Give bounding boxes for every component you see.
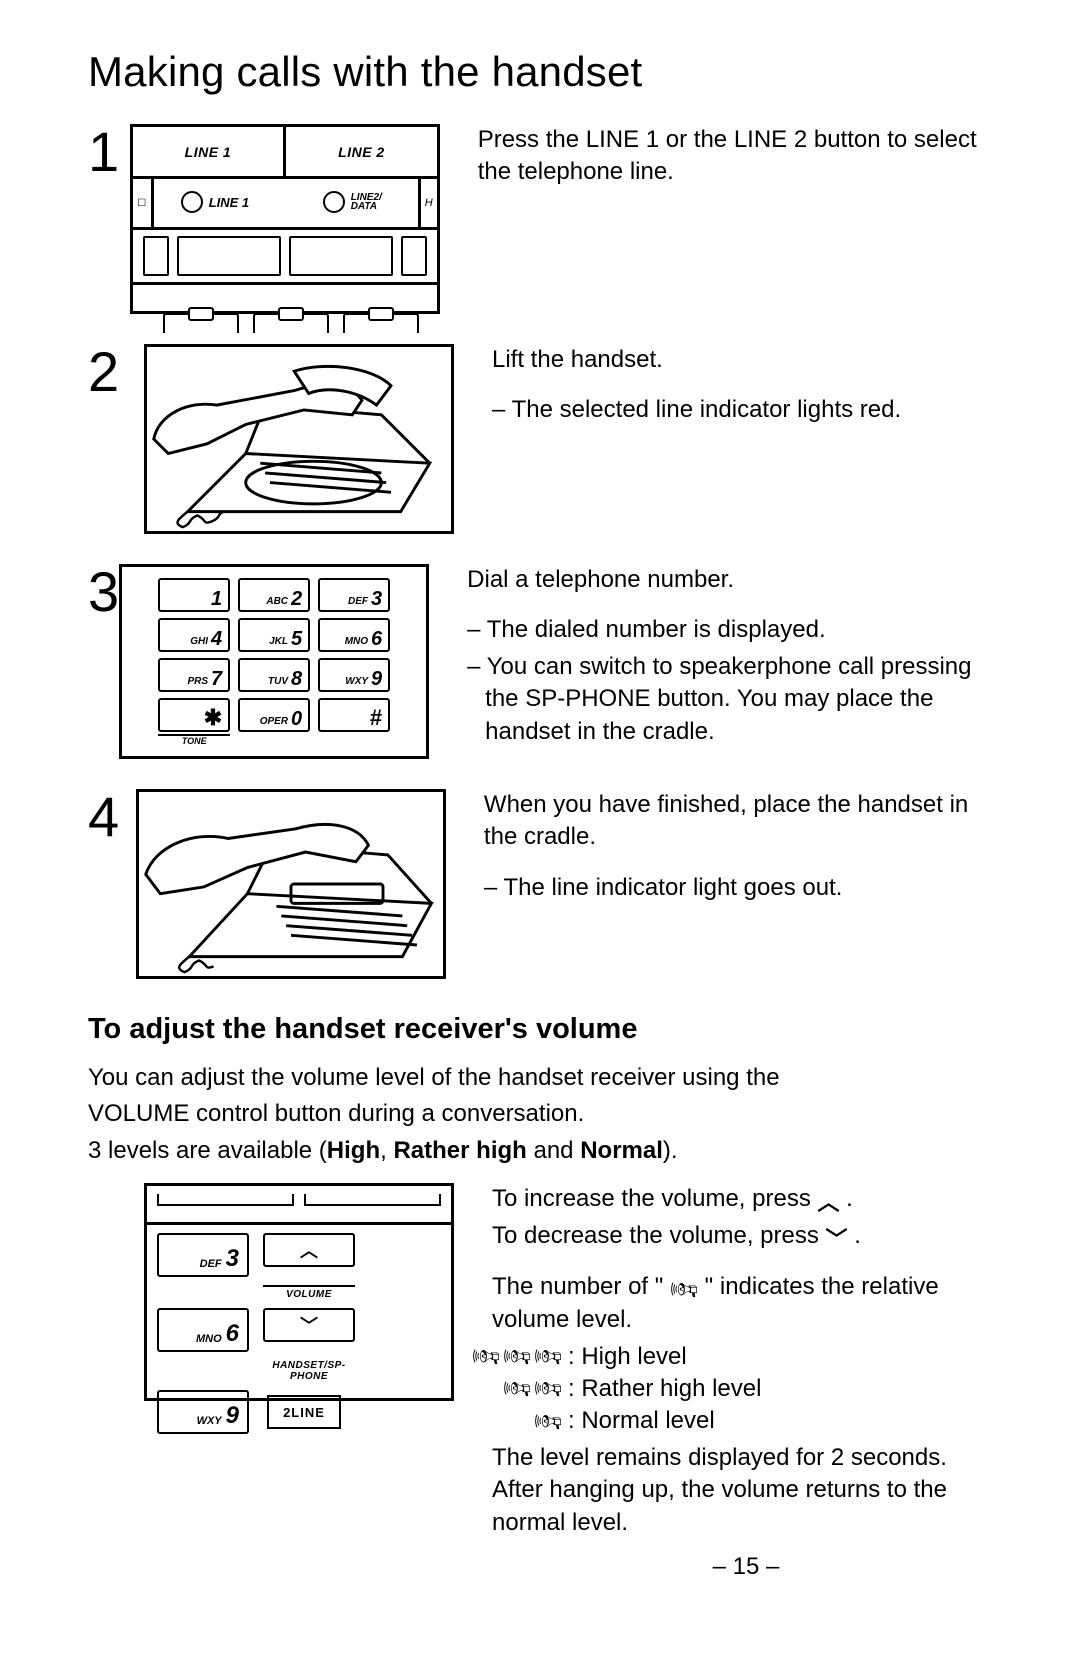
fig1-edge-right: H — [418, 179, 437, 227]
volfig-handset-label: HANDSET/SP-PHONE — [263, 1360, 355, 1382]
chevron-up-icon: ︿ — [818, 1188, 840, 1218]
step2-figure — [144, 344, 454, 534]
step3-figure: 1 ABC2 DEF3 GHI4 JKL5 MNO6 PRS7 TUV8 WXY… — [119, 564, 429, 759]
step4-bullet-1: The line indicator light goes out. — [502, 872, 1000, 904]
key-6: MNO6 — [318, 618, 390, 652]
key-star: ✱ — [158, 698, 230, 732]
step-4: 4 When you have finished, place the hand… — [88, 789, 1000, 979]
step-2: 2 Lift the handset. — [88, 344, 1000, 534]
key-2: ABC2 — [238, 578, 310, 612]
step1-desc: Press the LINE 1 or the LINE 2 button to… — [478, 124, 1000, 189]
step4-desc: When you have finished, place the handse… — [484, 789, 1000, 854]
step4-figure — [136, 789, 446, 979]
step-number-3: 3 — [88, 564, 119, 620]
page-number: – 15 – — [492, 1551, 1000, 1583]
keypad: 1 ABC2 DEF3 GHI4 JKL5 MNO6 PRS7 TUV8 WXY… — [158, 578, 390, 732]
key-0: OPER0 — [238, 698, 310, 732]
speaker-icon: 🕬 — [534, 1346, 562, 1368]
fig1-line2-label: LINE 2 — [286, 127, 437, 179]
key-4: GHI4 — [158, 618, 230, 652]
speaker-icon: 🕬 — [534, 1378, 562, 1400]
volfig-key-def3: DEF3 — [157, 1233, 249, 1277]
level-normal: : Normal level — [568, 1405, 715, 1437]
key-9: WXY9 — [318, 658, 390, 692]
key-hash: # — [318, 698, 390, 732]
step3-bullet-2: You can switch to speakerphone call pres… — [485, 651, 1000, 748]
step2-bullet-1: The selected line indicator lights red. — [510, 394, 901, 426]
volume-figure: DEF3 ︿ VOLUME MNO6 ﹀ HANDSET/SP-PHONE WX… — [144, 1183, 454, 1401]
key-7: PRS7 — [158, 658, 230, 692]
speaker-icon: 🕬 — [670, 1275, 698, 1305]
volume-desc: To increase the volume, press ︿ . To dec… — [492, 1183, 1000, 1583]
volfig-key-mno6: MNO6 — [157, 1308, 249, 1352]
volfig-key-wxy9: WXY9 — [157, 1390, 249, 1434]
speaker-icon: 🕬 — [503, 1346, 531, 1368]
step2-desc: Lift the handset. — [492, 344, 901, 376]
step-number-4: 4 — [88, 789, 136, 845]
volume-remain: The level remains displayed for 2 second… — [492, 1442, 1000, 1539]
tone-label: TONE — [158, 734, 230, 746]
key-1: 1 — [158, 578, 230, 612]
volume-heading: To adjust the handset receiver's volume — [88, 1013, 1000, 1046]
volume-intro: You can adjust the volume level of the h… — [88, 1062, 1000, 1167]
volfig-volume-label: VOLUME — [263, 1285, 355, 1300]
chevron-down-icon: ﹀ — [826, 1225, 848, 1255]
step-number-2: 2 — [88, 344, 144, 400]
fig1-edge-left: ☐ — [133, 179, 154, 227]
key-3: DEF3 — [318, 578, 390, 612]
speaker-icon: 🕬 — [534, 1411, 562, 1433]
volfig-arrow-up: ︿ — [263, 1233, 355, 1267]
step1-figure: LINE 1 LINE 2 ☐ LINE 1 LINE2/DATA H — [130, 124, 440, 314]
fig1-line1-label: LINE 1 — [133, 127, 287, 179]
step3-desc: Dial a telephone number. — [467, 564, 1000, 596]
step-3: 3 1 ABC2 DEF3 GHI4 JKL5 MNO6 PRS7 TUV8 W… — [88, 564, 1000, 759]
speaker-icon: 🕬 — [503, 1378, 531, 1400]
volfig-display: 2LINE — [267, 1395, 341, 1429]
step-number-1: 1 — [88, 124, 130, 180]
key-8: TUV8 — [238, 658, 310, 692]
level-high: : High level — [568, 1341, 687, 1373]
fig1-indicator-line1: LINE 1 — [181, 191, 249, 213]
step-1: 1 LINE 1 LINE 2 ☐ LINE 1 LINE2/DATA H P — [88, 124, 1000, 314]
page-title: Making calls with the handset — [88, 48, 1000, 96]
fig1-indicator-line2: LINE2/DATA — [323, 191, 382, 213]
speaker-icon: 🕬 — [472, 1346, 500, 1368]
level-rather-high: : Rather high level — [568, 1373, 761, 1405]
key-5: JKL5 — [238, 618, 310, 652]
step3-bullet-1: The dialed number is displayed. — [485, 614, 1000, 646]
volfig-arrow-down: ﹀ — [263, 1308, 355, 1342]
